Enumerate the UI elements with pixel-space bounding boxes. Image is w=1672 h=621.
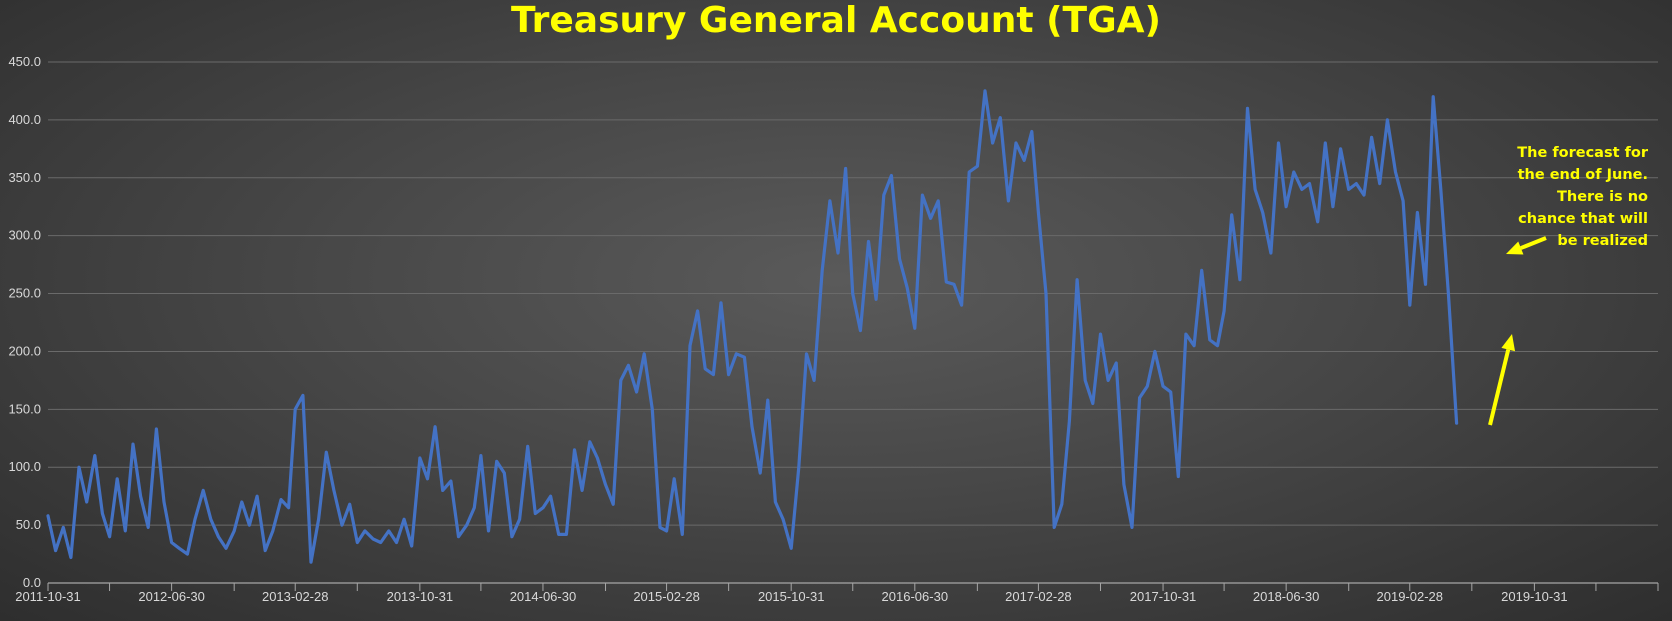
- annotation: The forecast for the end of June. There is…: [1517, 145, 1649, 249]
- axes: 0.0 50.0 100.0 150.0 200.0 250.0 300.0 350.0 400…: [8, 54, 1659, 604]
- x-tick-label: 2012-06-30: [138, 589, 205, 604]
- x-tick-label: 2015-10-31: [758, 589, 825, 604]
- y-tick-label: 400.0: [8, 112, 41, 127]
- series-line: [46, 89, 1459, 564]
- forecast-annotation: The forecast for the end of June. There is…: [1517, 145, 1649, 249]
- y-tick-label: 50.0: [16, 517, 41, 532]
- y-tick-label: 350.0: [8, 170, 41, 185]
- forecast-rise-arrow: [1488, 334, 1516, 426]
- annotation-line: be realized: [1557, 233, 1648, 249]
- y-tick-label: 0.0: [23, 575, 41, 590]
- x-tick-label: 2019-02-28: [1377, 589, 1444, 604]
- arrows: [1488, 236, 1547, 426]
- x-tick-label: 2013-02-28: [262, 589, 329, 604]
- annotation-line: chance that will: [1518, 211, 1648, 227]
- x-tick-label: 2018-06-30: [1253, 589, 1320, 604]
- x-tick-label: 2015-02-28: [633, 589, 700, 604]
- annotation-line: There is no: [1557, 189, 1648, 205]
- annotation-line: The forecast for: [1517, 145, 1649, 161]
- x-tick-label: 2014-06-30: [510, 589, 577, 604]
- x-tick-label: 2011-10-31: [15, 589, 81, 604]
- y-tick-label: 450.0: [8, 54, 41, 69]
- x-tick-label: 2016-06-30: [882, 589, 949, 604]
- x-tick-label: 2019-10-31: [1501, 589, 1568, 604]
- x-tick-label: 2017-10-31: [1130, 589, 1197, 604]
- annotation-pointer-arrow: [1506, 236, 1547, 255]
- series-layer: [46, 89, 1459, 564]
- y-tick-label: 200.0: [8, 343, 41, 358]
- y-tick-label: 300.0: [8, 228, 41, 243]
- x-tick-label: 2017-02-28: [1005, 589, 1072, 604]
- annotation-line: the end of June.: [1518, 167, 1648, 183]
- y-tick-label: 250.0: [8, 286, 41, 301]
- y-tick-label: 100.0: [8, 459, 41, 474]
- x-tick-label: 2013-10-31: [387, 589, 454, 604]
- y-tick-label: 150.0: [8, 401, 41, 416]
- chart-title: Treasury General Account (TGA): [511, 0, 1161, 41]
